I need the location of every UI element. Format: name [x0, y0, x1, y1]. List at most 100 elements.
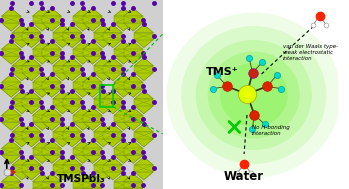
Polygon shape — [103, 66, 122, 73]
Polygon shape — [73, 140, 92, 148]
Polygon shape — [42, 56, 61, 64]
Polygon shape — [134, 99, 153, 106]
Polygon shape — [103, 172, 122, 180]
Polygon shape — [63, 99, 82, 106]
Polygon shape — [53, 172, 72, 180]
Polygon shape — [22, 99, 41, 106]
Polygon shape — [124, 89, 143, 97]
Polygon shape — [63, 139, 82, 147]
Polygon shape — [103, 91, 122, 99]
Polygon shape — [134, 106, 153, 114]
Polygon shape — [73, 148, 92, 155]
Polygon shape — [63, 157, 82, 165]
Polygon shape — [114, 107, 133, 115]
Text: TMS⁺: TMS⁺ — [206, 67, 239, 77]
Polygon shape — [22, 40, 41, 48]
Polygon shape — [42, 140, 61, 148]
Polygon shape — [53, 33, 72, 40]
Polygon shape — [42, 107, 61, 115]
Polygon shape — [33, 148, 52, 155]
Polygon shape — [22, 73, 41, 81]
Polygon shape — [114, 89, 133, 97]
Polygon shape — [103, 157, 122, 165]
Polygon shape — [94, 99, 113, 106]
Polygon shape — [124, 174, 143, 182]
Polygon shape — [12, 139, 31, 147]
Polygon shape — [53, 66, 72, 73]
Polygon shape — [134, 66, 153, 73]
Polygon shape — [73, 155, 92, 163]
Polygon shape — [73, 89, 92, 97]
Polygon shape — [42, 122, 61, 130]
Polygon shape — [53, 73, 72, 81]
Polygon shape — [53, 165, 72, 172]
Text: Water: Water — [224, 170, 264, 183]
Polygon shape — [12, 132, 31, 139]
Polygon shape — [94, 172, 113, 180]
Polygon shape — [2, 148, 21, 155]
Polygon shape — [33, 74, 52, 82]
Polygon shape — [22, 106, 41, 114]
Polygon shape — [103, 165, 122, 172]
Polygon shape — [114, 41, 133, 49]
Polygon shape — [134, 172, 153, 180]
Polygon shape — [83, 41, 102, 49]
Polygon shape — [2, 174, 21, 182]
Polygon shape — [94, 91, 113, 99]
Polygon shape — [114, 49, 133, 56]
Polygon shape — [63, 132, 82, 139]
Polygon shape — [33, 82, 52, 89]
Polygon shape — [33, 115, 52, 122]
Polygon shape — [134, 139, 153, 147]
Polygon shape — [124, 8, 143, 16]
Polygon shape — [73, 174, 92, 182]
Polygon shape — [83, 56, 102, 64]
Polygon shape — [12, 33, 31, 40]
Polygon shape — [12, 73, 31, 81]
Polygon shape — [94, 33, 113, 40]
Polygon shape — [103, 139, 122, 147]
Polygon shape — [12, 99, 31, 106]
Polygon shape — [22, 165, 41, 172]
Polygon shape — [124, 56, 143, 64]
Polygon shape — [53, 106, 72, 114]
Polygon shape — [103, 124, 122, 132]
Polygon shape — [33, 49, 52, 56]
Polygon shape — [103, 25, 122, 33]
Polygon shape — [114, 23, 133, 31]
Polygon shape — [63, 33, 82, 40]
Polygon shape — [33, 182, 52, 188]
Polygon shape — [53, 99, 72, 106]
Polygon shape — [114, 82, 133, 89]
Polygon shape — [12, 58, 31, 66]
Polygon shape — [63, 172, 82, 180]
Polygon shape — [73, 41, 92, 49]
Polygon shape — [94, 25, 113, 33]
Polygon shape — [114, 56, 133, 64]
Polygon shape — [114, 155, 133, 163]
Polygon shape — [94, 106, 113, 114]
Polygon shape — [83, 155, 102, 163]
Polygon shape — [124, 182, 143, 188]
Polygon shape — [114, 122, 133, 130]
Polygon shape — [94, 165, 113, 172]
Polygon shape — [103, 73, 122, 81]
Polygon shape — [63, 58, 82, 66]
Polygon shape — [22, 91, 41, 99]
Polygon shape — [73, 16, 92, 23]
Polygon shape — [73, 49, 92, 56]
Polygon shape — [12, 106, 31, 114]
Polygon shape — [73, 107, 92, 115]
Text: No H-bonding
interaction: No H-bonding interaction — [252, 125, 290, 136]
Polygon shape — [83, 115, 102, 122]
Polygon shape — [134, 157, 153, 165]
Polygon shape — [12, 91, 31, 99]
Polygon shape — [22, 157, 41, 165]
Ellipse shape — [196, 40, 312, 150]
Polygon shape — [124, 140, 143, 148]
Polygon shape — [83, 174, 102, 182]
Polygon shape — [53, 124, 72, 132]
Polygon shape — [33, 188, 52, 189]
Polygon shape — [124, 155, 143, 163]
Polygon shape — [83, 148, 102, 155]
